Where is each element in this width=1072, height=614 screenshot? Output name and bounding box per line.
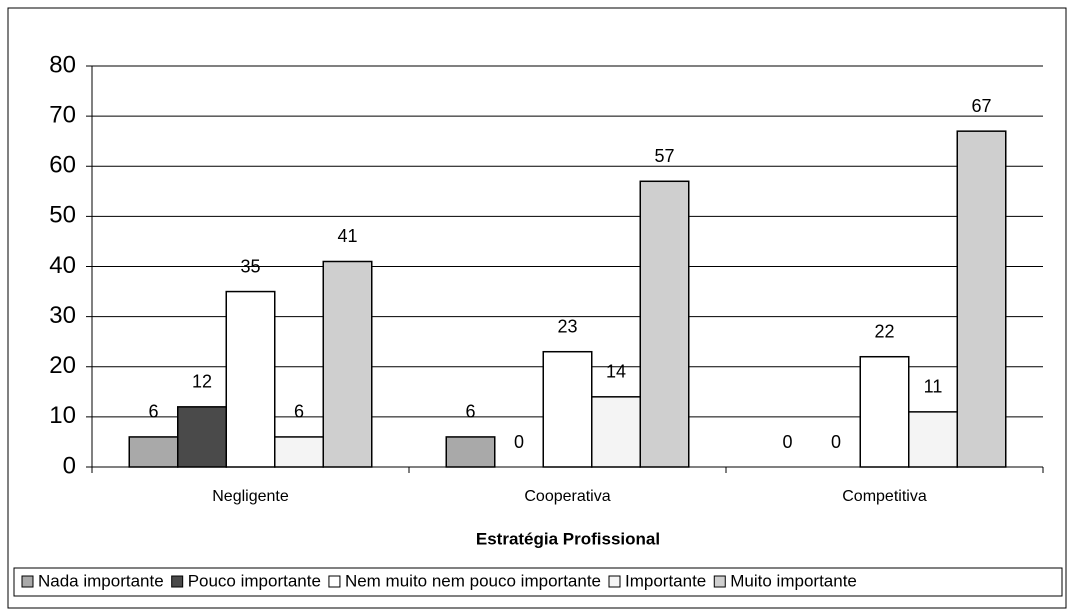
bar bbox=[542, 350, 593, 468]
y-tick-label: 50 bbox=[49, 202, 76, 229]
value-label: 22 bbox=[874, 321, 894, 341]
value-label: 0 bbox=[782, 432, 792, 452]
legend-swatch bbox=[713, 575, 726, 588]
value-label: 0 bbox=[514, 432, 524, 452]
value-label: 67 bbox=[971, 96, 991, 116]
bar bbox=[591, 396, 642, 468]
value-label: 23 bbox=[557, 316, 577, 336]
value-label: 11 bbox=[924, 377, 943, 397]
bar bbox=[859, 355, 910, 468]
legend-swatch bbox=[21, 575, 34, 588]
value-label: 35 bbox=[240, 256, 260, 276]
value-label: 41 bbox=[337, 226, 357, 246]
legend-swatch bbox=[608, 575, 621, 588]
bar bbox=[274, 436, 325, 468]
x-axis-title: Estratégia Profissional bbox=[476, 529, 660, 548]
y-tick-label: 80 bbox=[49, 51, 76, 78]
bar bbox=[322, 260, 373, 468]
y-tick-label: 70 bbox=[49, 101, 76, 128]
value-label: 14 bbox=[606, 362, 626, 382]
y-tick-label: 0 bbox=[63, 452, 76, 479]
bar bbox=[176, 406, 227, 468]
bar bbox=[225, 290, 276, 468]
y-tick-label: 30 bbox=[49, 302, 76, 329]
chart-border bbox=[7, 7, 1067, 609]
bar bbox=[908, 411, 959, 468]
legend-label: Importante bbox=[625, 571, 706, 590]
value-label: 6 bbox=[465, 402, 475, 422]
bar bbox=[445, 436, 496, 468]
legend-swatch bbox=[171, 575, 184, 588]
value-label: 0 bbox=[831, 432, 841, 452]
y-tick-label: 40 bbox=[49, 252, 76, 279]
y-tick-label: 20 bbox=[49, 352, 76, 379]
x-tick-label: Cooperativa bbox=[524, 488, 610, 505]
legend-label: Muito importante bbox=[730, 571, 857, 590]
bar bbox=[956, 130, 1007, 468]
value-label: 12 bbox=[192, 372, 212, 392]
y-tick-label: 60 bbox=[49, 152, 76, 179]
legend-box bbox=[13, 567, 1063, 597]
value-label: 6 bbox=[148, 402, 158, 422]
value-label: 6 bbox=[294, 402, 304, 422]
legend-label: Nada importante bbox=[38, 571, 164, 590]
bar bbox=[639, 180, 690, 468]
y-tick-label: 10 bbox=[49, 402, 76, 429]
legend-label: Nem muito nem pouco importante bbox=[345, 571, 601, 590]
legend-swatch bbox=[328, 575, 341, 588]
legend-label: Pouco importante bbox=[188, 571, 321, 590]
x-tick-label: Negligente bbox=[212, 488, 289, 505]
x-tick-label: Competitiva bbox=[842, 488, 927, 505]
bar bbox=[128, 436, 179, 468]
value-label: 57 bbox=[654, 146, 674, 166]
